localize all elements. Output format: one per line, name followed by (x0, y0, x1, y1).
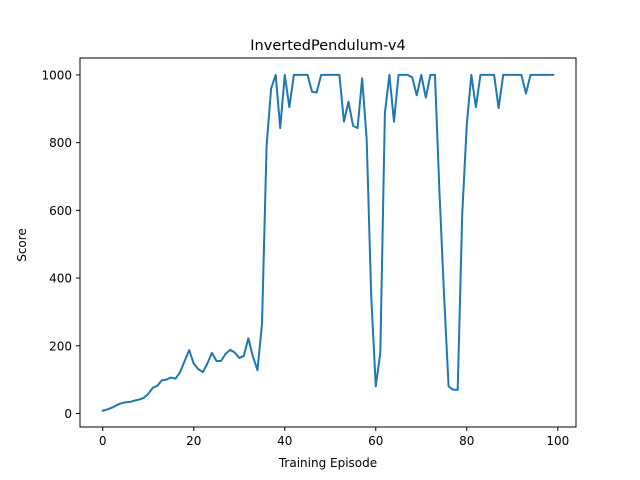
y-tick-label: 1000 (41, 68, 72, 82)
x-tick-label: 0 (99, 434, 107, 448)
y-tick-label: 600 (49, 204, 72, 218)
axes-frame (79, 57, 577, 428)
x-tick-label: 100 (546, 434, 569, 448)
y-tick-label: 200 (49, 339, 72, 353)
x-axis-label: Training Episode (278, 456, 377, 470)
x-tick-label: 20 (186, 434, 201, 448)
y-tick-label: 800 (49, 136, 72, 150)
y-tick-label: 400 (49, 272, 72, 286)
y-tick-label: 0 (64, 407, 72, 421)
y-axis-label: Score (15, 228, 29, 262)
x-tick-label: 40 (277, 434, 292, 448)
chart-title: InvertedPendulum-v4 (250, 38, 405, 54)
plot-area (101, 73, 555, 412)
series-line-0 (101, 73, 555, 412)
x-tick-label: 60 (368, 434, 383, 448)
x-tick-label: 80 (459, 434, 474, 448)
